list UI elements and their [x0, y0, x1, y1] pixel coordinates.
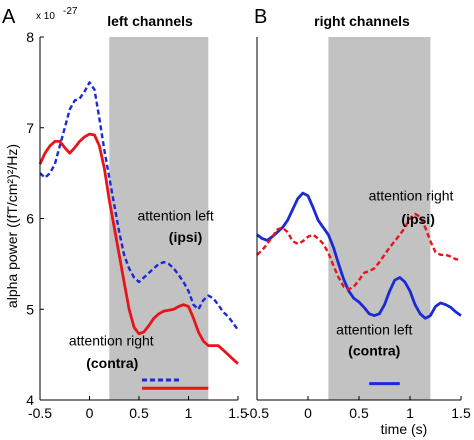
x-tick-label: 0 — [86, 405, 94, 421]
x-tick-label: 1.5 — [228, 405, 248, 421]
panel-title: left channels — [107, 13, 193, 29]
x-tick-label: 0 — [304, 405, 312, 421]
y-exponent-label: x 10 — [36, 11, 55, 22]
stimulus-window-shade — [109, 37, 209, 400]
y-tick-label: 6 — [26, 211, 34, 227]
series-annotation: attention left — [336, 322, 412, 338]
x-tick-label: 1 — [185, 405, 193, 421]
y-exponent-power: -27 — [63, 6, 78, 17]
x-tick-label: 0.5 — [129, 405, 149, 421]
series-line-1 — [39, 81, 239, 331]
y-axis-label: alpha power ((fT/cm²)²/Hz) — [4, 144, 20, 308]
x-tick-label: 0.5 — [349, 405, 369, 421]
y-tick-label: 8 — [26, 29, 34, 45]
series-annotation: (contra) — [86, 355, 138, 371]
series-annotation: (ipsi) — [401, 211, 434, 227]
series-line-2 — [256, 212, 461, 291]
y-tick-label: 7 — [26, 120, 34, 136]
x-axis-label: time (s) — [381, 421, 428, 437]
series-annotation: (contra) — [348, 343, 400, 359]
series-annotation: attention right — [69, 333, 154, 349]
panel-letter: B — [254, 6, 267, 28]
x-tick-label: 1 — [406, 405, 414, 421]
panel-letter: A — [2, 6, 16, 28]
y-tick-label: 4 — [26, 392, 34, 408]
series-annotation: (ipsi) — [169, 229, 202, 245]
x-tick-label: -0.5 — [28, 405, 52, 421]
series-line-2 — [38, 132, 239, 365]
stimulus-window-shade — [328, 37, 431, 400]
series-annotation: attention left — [137, 207, 213, 223]
panel-title: right channels — [314, 13, 410, 29]
series-annotation: attention right — [369, 187, 454, 203]
panel-a: -0.5 0 0.5 1 1.5 4 5 6 7 8A left channels attention… — [2, 6, 248, 421]
x-tick-label: -0.5 — [245, 405, 269, 421]
y-tick-label: 5 — [26, 301, 34, 317]
series-line-1 — [256, 191, 462, 320]
x-tick-label: 1.5 — [451, 405, 471, 421]
panel-b: -0.5 0 0.5 1 1.5 B right channels attention rig… — [245, 6, 471, 421]
